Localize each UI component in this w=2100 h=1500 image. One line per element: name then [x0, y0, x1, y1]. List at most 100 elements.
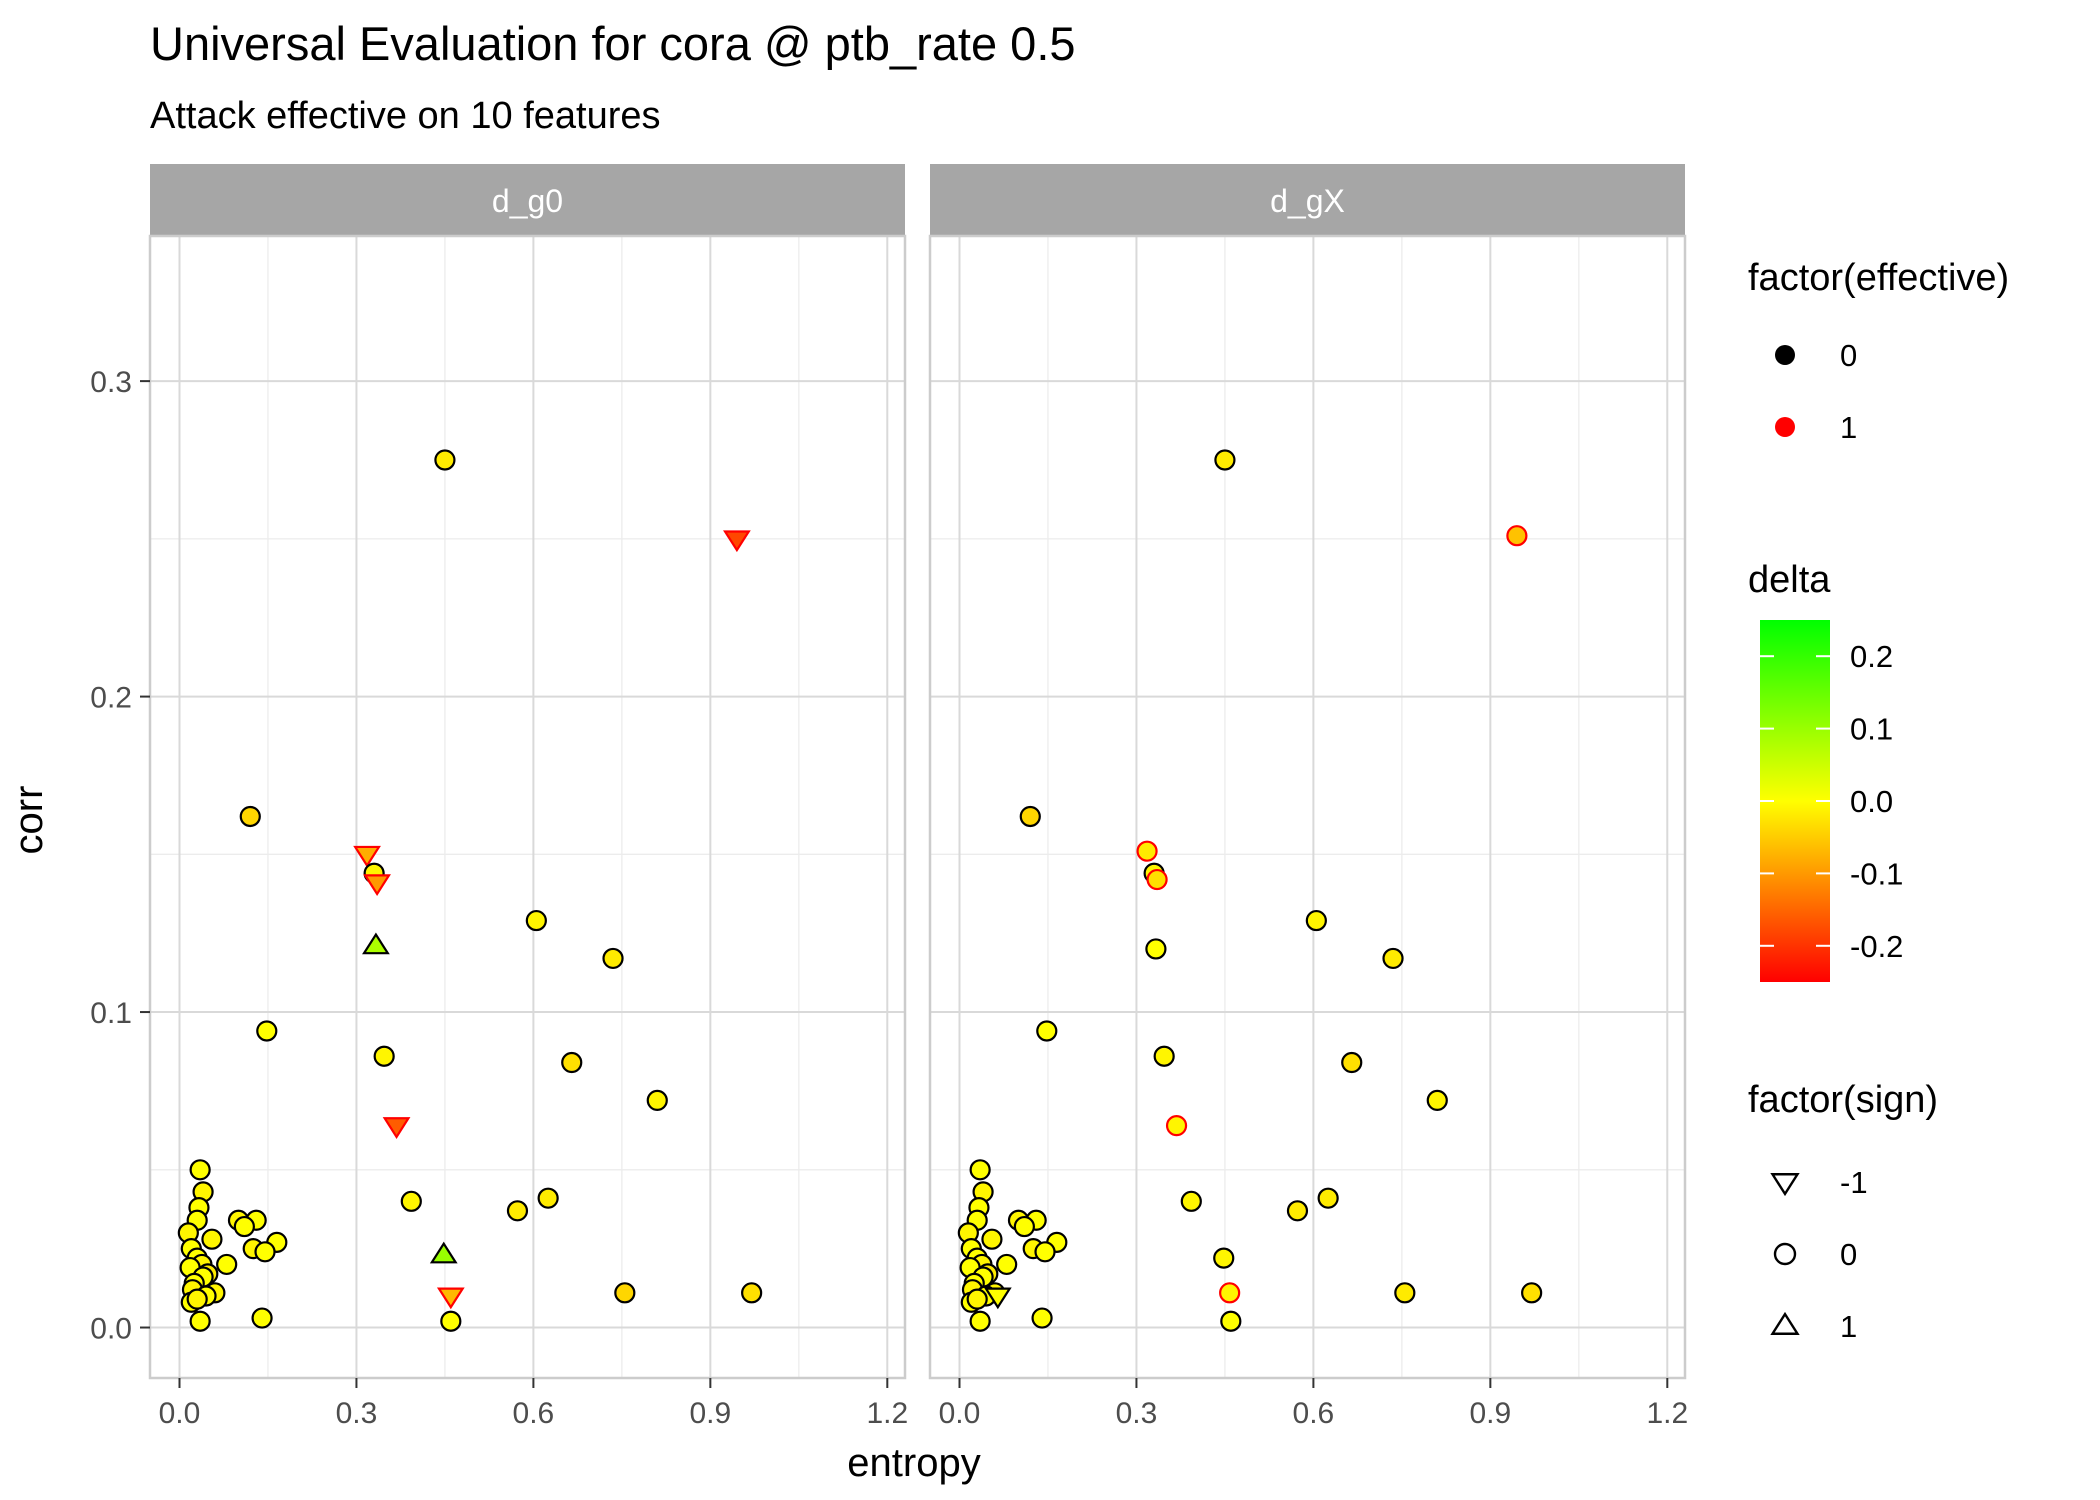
data-point [201, 1228, 223, 1250]
x-tick-label: 0.6 [1293, 1397, 1335, 1430]
data-point [1426, 1089, 1448, 1111]
legend-delta-tick-label: -0.1 [1850, 856, 1903, 891]
x-tick-label: 0.3 [1116, 1397, 1158, 1430]
legend-sign-label: 0 [1840, 1237, 1857, 1272]
data-point [1521, 1282, 1543, 1304]
data-point [969, 1310, 991, 1332]
legend-sign-key [1770, 1173, 1800, 1197]
legend-effective-key [1775, 345, 1795, 365]
data-point [996, 1253, 1018, 1276]
data-point [561, 1051, 583, 1074]
data-point [186, 1288, 208, 1310]
data-point [1031, 1307, 1053, 1329]
x-tick-label: 1.2 [1646, 1397, 1688, 1430]
data-point [506, 1200, 529, 1222]
panel-border [928, 234, 1687, 1380]
legend-effective-label: 1 [1840, 410, 1857, 445]
data-point [537, 1187, 559, 1209]
panel-background [150, 236, 905, 1378]
legend-delta-tick-label: 0.1 [1850, 712, 1893, 747]
facet-panel-d-g0: d_g0 0.0 0.3 0.6 0.9 1.2 0.0 0.1 0.2 0.3 [90, 164, 908, 1430]
data-point [189, 1159, 211, 1181]
data-point [969, 1159, 991, 1181]
data-point [1153, 1045, 1175, 1067]
data-point [440, 1310, 462, 1332]
facet-strip-label: d_g0 [492, 183, 563, 219]
legend-delta-title: delta [1748, 559, 1831, 601]
data-point [1394, 1282, 1416, 1304]
data-point [1145, 938, 1167, 960]
legend-delta-tick-label: 0.2 [1850, 639, 1893, 674]
facet-strip-label: d_gX [1270, 183, 1345, 219]
legend: factor(effective) 0 1 delta 0.2 0.1 0.0 -0.1 -0.… [1748, 257, 2009, 1344]
x-tick-label: 0.0 [159, 1397, 201, 1430]
legend-delta-tick-label: 0.0 [1850, 784, 1893, 819]
data-point [429, 1241, 458, 1264]
data-point [189, 1310, 211, 1332]
data-point [373, 1045, 395, 1067]
data-point [434, 449, 456, 471]
facet-strip [150, 164, 905, 236]
x-axis-label: entropy [847, 1441, 980, 1485]
x-tick-label: 0.9 [689, 1397, 731, 1430]
data-point [1034, 1241, 1056, 1263]
data-point [741, 1282, 763, 1304]
data-point [1214, 449, 1236, 471]
y-tick-label: 0.1 [90, 997, 132, 1030]
legend-delta-tick-label: -0.2 [1850, 929, 1903, 964]
points-layer [177, 449, 763, 1332]
data-point [1382, 947, 1404, 970]
data-point [983, 1287, 1012, 1310]
data-point [216, 1253, 238, 1276]
data-point [254, 1241, 276, 1263]
data-point [646, 1089, 668, 1111]
data-point [436, 1287, 465, 1310]
legend-sign-key [1773, 1242, 1797, 1266]
data-point [981, 1228, 1003, 1250]
data-point [363, 874, 391, 897]
x-tick-label: 0.0 [939, 1397, 981, 1430]
data-point [614, 1282, 636, 1304]
data-point [1136, 840, 1158, 862]
data-point [1036, 1020, 1058, 1042]
points-layer [957, 449, 1543, 1332]
legend-sign-label: 1 [1840, 1309, 1857, 1344]
data-point [233, 1215, 255, 1238]
data-point [966, 1288, 988, 1310]
chart-subtitle: Attack effective on 10 features [150, 95, 661, 137]
data-point [525, 909, 547, 932]
y-axis-label: corr [7, 786, 51, 855]
data-point [1013, 1215, 1035, 1238]
facet-strip [930, 164, 1685, 236]
data-point [1305, 909, 1327, 932]
data-point [353, 845, 381, 868]
legend-effective-label: 0 [1840, 338, 1857, 373]
data-point [251, 1307, 273, 1329]
data-point [1213, 1247, 1235, 1269]
data-point [1506, 525, 1528, 547]
data-point [1146, 868, 1168, 891]
data-point [1220, 1310, 1242, 1332]
chart-title: Universal Evaluation for cora @ ptb_rate… [150, 17, 1076, 70]
data-point [400, 1190, 422, 1212]
x-tick-label: 0.9 [1469, 1397, 1511, 1430]
panel-background [930, 236, 1685, 1378]
panel-border [148, 234, 907, 1380]
data-point [1165, 1115, 1188, 1137]
data-point [1286, 1200, 1309, 1222]
legend-effective-key [1775, 417, 1795, 437]
data-point [1341, 1051, 1363, 1074]
data-point [1019, 805, 1041, 828]
y-tick-label: 0.3 [90, 366, 132, 399]
data-point [602, 947, 624, 970]
y-tick-label: 0.0 [90, 1313, 132, 1346]
data-point [723, 530, 751, 553]
legend-sign-label: -1 [1840, 1165, 1868, 1200]
data-point [256, 1020, 278, 1042]
data-point [1317, 1187, 1339, 1209]
y-tick-label: 0.2 [90, 682, 132, 715]
data-point [239, 805, 261, 828]
legend-effective-title: factor(effective) [1748, 257, 2009, 299]
data-point [382, 1117, 411, 1139]
